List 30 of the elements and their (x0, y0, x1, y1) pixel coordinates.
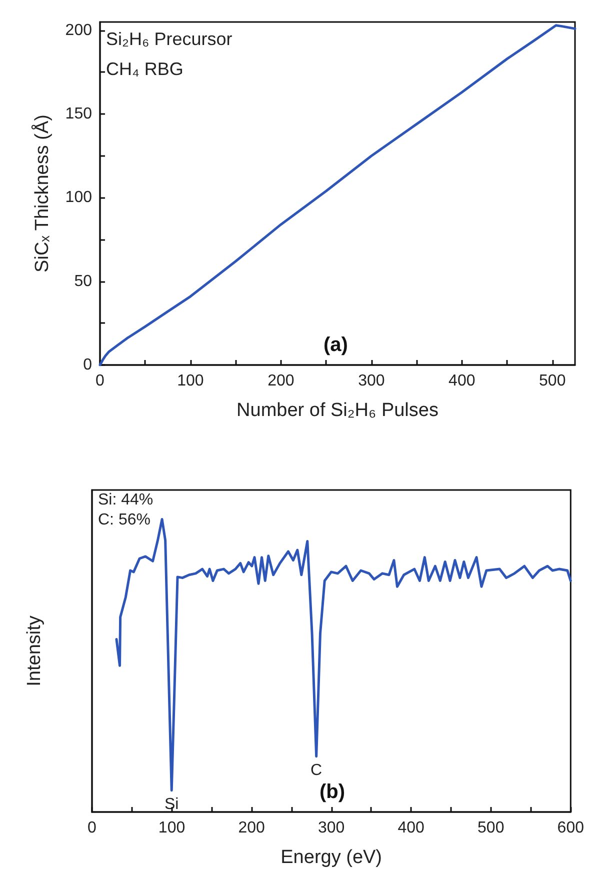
x-tick-label: 300 (358, 372, 385, 390)
y-axis-title: SiCₓ Thickness (Å) (31, 114, 53, 272)
x-tick-label: 500 (478, 820, 504, 836)
x-tick-label: 200 (268, 372, 294, 390)
annotation: CH₄ RBG (106, 59, 184, 79)
x-tick-label: 200 (238, 820, 265, 836)
x-tick-label: 300 (318, 820, 345, 836)
annotation: C (310, 762, 322, 779)
x-tick-label: 100 (177, 372, 204, 390)
y-axis-title: Intensity (24, 615, 45, 686)
y-tick-label: 100 (65, 189, 92, 206)
x-tick-label: 400 (398, 820, 425, 836)
x-tick-label: 600 (557, 820, 584, 836)
annotation: Si (164, 796, 179, 813)
line-series (98, 24, 576, 366)
annotation: (b) (320, 781, 346, 803)
annotation: Si₂H₆ Precursor (106, 29, 232, 49)
x-tick-label: 500 (539, 372, 566, 390)
x-axis-title: Energy (eV) (280, 847, 382, 868)
y-tick-label: 0 (83, 356, 92, 374)
y-tick-label: 50 (74, 272, 92, 290)
annotation: C: 56% (98, 512, 150, 528)
annotation: (a) (324, 334, 348, 356)
text: Si: 44% (98, 492, 154, 508)
x-axis-title: Number of Si₂H₆ Pulses (236, 400, 438, 421)
x-tick-label: 400 (448, 372, 476, 390)
y-tick-label: 150 (65, 106, 92, 123)
x-tick-label: 0 (96, 372, 105, 390)
x-tick-label: 100 (158, 820, 186, 836)
y-tick-label: 200 (65, 22, 92, 39)
